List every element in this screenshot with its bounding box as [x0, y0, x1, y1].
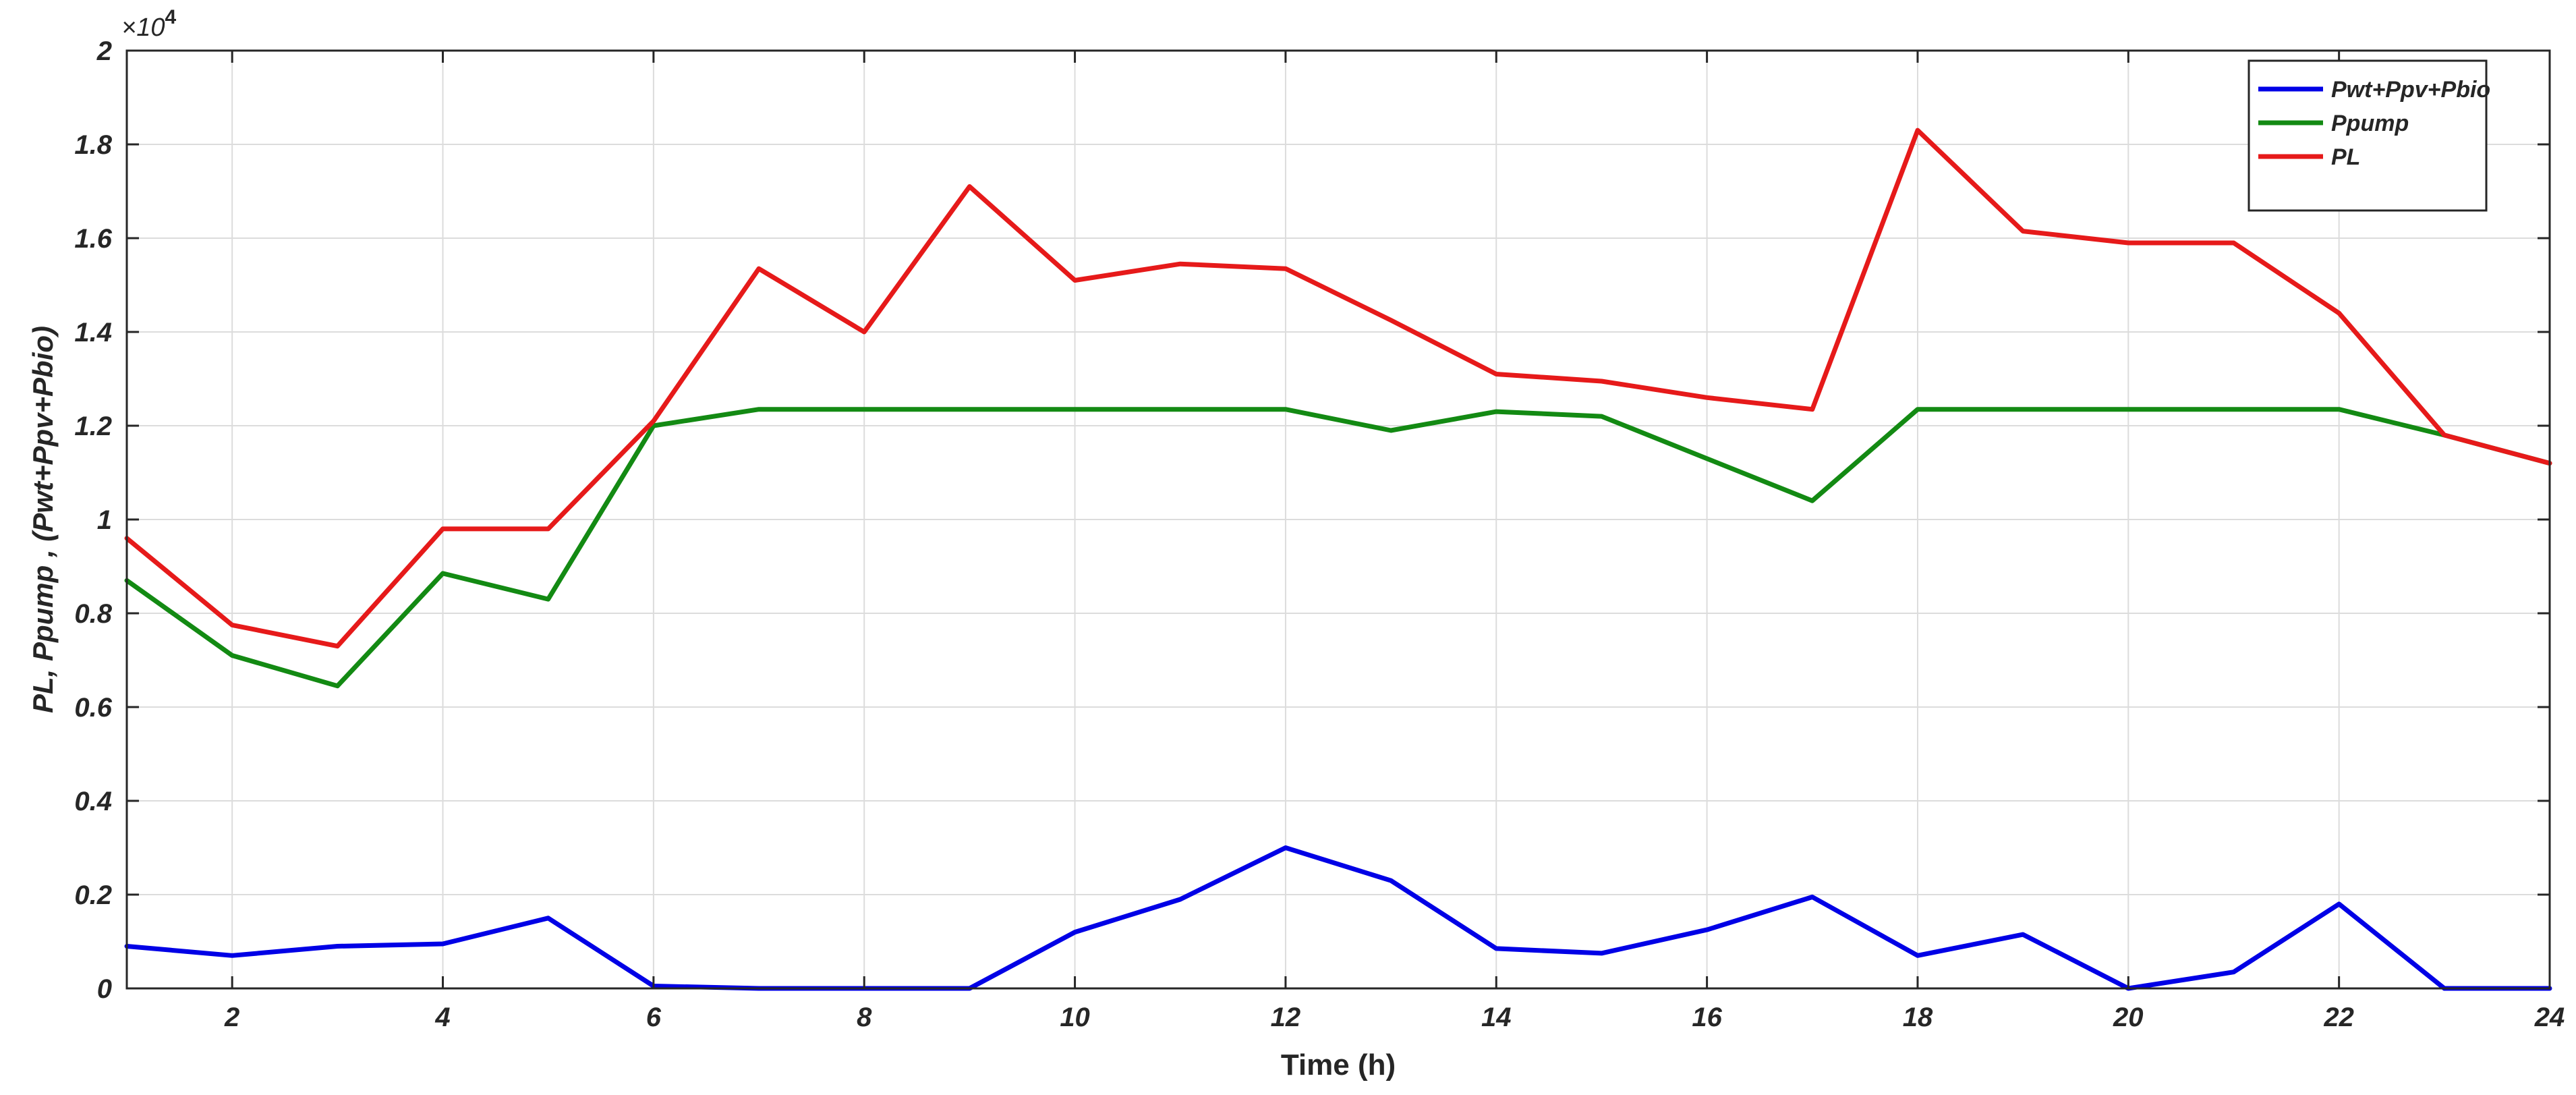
y-tick-label: 0.8 — [74, 599, 112, 629]
x-axis-label: Time (h) — [1281, 1048, 1396, 1082]
y-tick-label: 0.2 — [74, 880, 112, 910]
x-tick-label: 4 — [434, 1003, 450, 1032]
x-tick-label: 12 — [1271, 1003, 1301, 1032]
y-tick-label: 0.4 — [74, 787, 112, 816]
x-tick-label: 8 — [857, 1003, 872, 1032]
y-tick-label: 0.6 — [74, 693, 112, 723]
x-tick-label: 24 — [2534, 1003, 2565, 1032]
x-tick-label: 22 — [2323, 1003, 2354, 1032]
series-line-2 — [124, 407, 2552, 689]
x-axis-ticks: 2 4 6 8 10 12 14 16 18 20 22 24 — [224, 51, 2565, 1032]
y-axis-label: PL, Ppump , (Pwt+Ppv+Pbio) — [27, 326, 59, 713]
series-group — [124, 128, 2552, 991]
x-tick-label: 14 — [1481, 1003, 1512, 1032]
y-tick-label: 0 — [97, 974, 112, 1004]
x-tick-label: 6 — [646, 1003, 662, 1032]
y-tick-label: 1.2 — [74, 412, 112, 441]
legend-box — [2248, 59, 2488, 212]
legend-label-2: Ppump — [2331, 111, 2409, 136]
legend: Pwt+Ppv+Pbio Ppump PL — [2248, 59, 2490, 212]
y-exponent-label: ×104 — [121, 6, 176, 42]
y-tick-label: 1.8 — [74, 130, 112, 160]
y-tick-label: 1 — [97, 505, 112, 535]
grid — [127, 50, 2550, 989]
x-tick-label: 16 — [1692, 1003, 1722, 1032]
x-tick-label: 2 — [224, 1003, 239, 1032]
legend-label-1: Pwt+Ppv+Pbio — [2331, 77, 2490, 103]
legend-label-3: PL — [2331, 144, 2360, 170]
y-axis-ticks: 0 0.2 0.4 0.6 0.8 1 1.2 1.4 1.6 1.8 2 — [74, 36, 2550, 1004]
series-line-1 — [124, 845, 2552, 991]
y-tick-label: 1.6 — [74, 224, 112, 254]
x-tick-label: 10 — [1060, 1003, 1090, 1032]
x-tick-label: 18 — [1903, 1003, 1933, 1032]
y-tick-label: 1.4 — [74, 318, 112, 347]
series-line-3 — [124, 128, 2552, 649]
y-tick-label: 2 — [96, 36, 112, 66]
x-tick-label: 20 — [2113, 1003, 2144, 1032]
